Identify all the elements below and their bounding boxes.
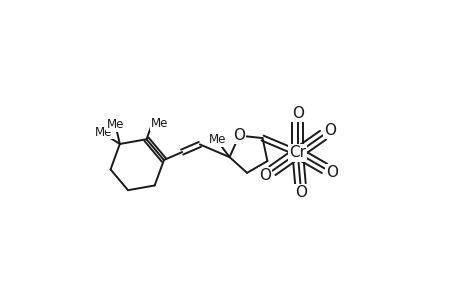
Text: O: O [258,168,270,183]
Text: O: O [291,106,303,121]
Text: Me: Me [95,125,112,139]
Text: O: O [233,128,245,143]
Text: Me: Me [106,118,124,131]
Text: O: O [324,123,336,138]
Text: O: O [295,185,307,200]
Text: Cr: Cr [289,146,306,160]
Text: O: O [325,165,337,180]
Text: Me: Me [209,133,226,146]
Text: Me: Me [151,118,168,130]
